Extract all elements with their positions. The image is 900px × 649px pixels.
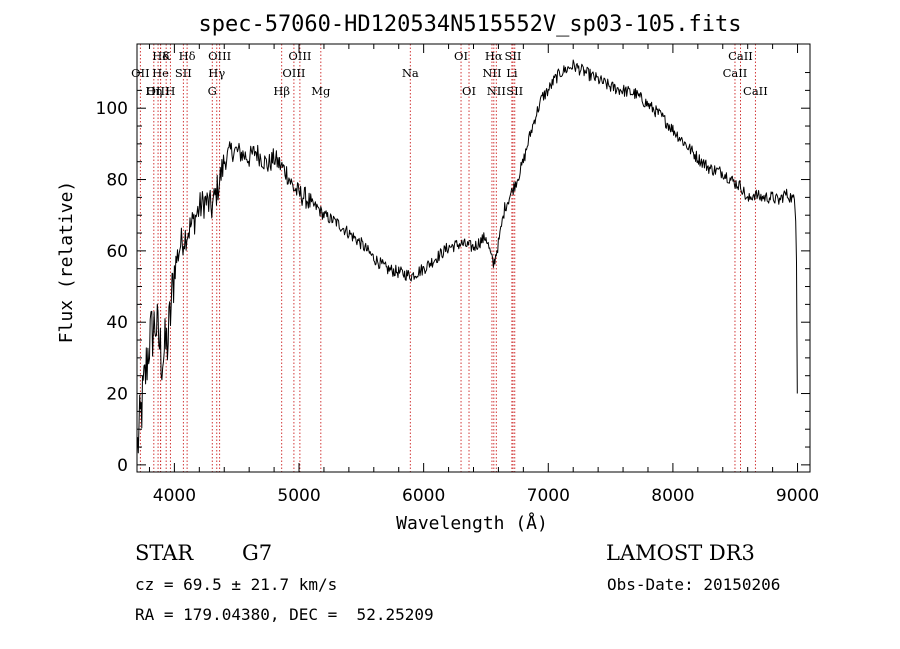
object-subclass: G7	[242, 541, 272, 565]
spectral-line-label: OI	[462, 84, 476, 98]
x-tick-label: 5000	[277, 486, 320, 506]
spectral-line-label: Mg	[311, 84, 331, 98]
x-tick-label: 9000	[776, 486, 819, 506]
y-axis-label: Flux (relative)	[56, 181, 77, 344]
spectral-line-label: OIII	[288, 49, 311, 63]
spectral-line-label: CaII	[723, 66, 748, 80]
spectral-line-label: SII	[506, 84, 523, 98]
spectral-line-label: Hβ	[273, 84, 290, 98]
spectral-line-label: OIII	[282, 66, 305, 80]
coordinates: RA = 179.04380, DEC = 52.25209	[135, 605, 434, 624]
spectral-line-label: SII	[175, 66, 192, 80]
y-tick-label: 60	[106, 242, 128, 262]
x-axis-ticks: 4000 5000 6000 7000 8000 9000	[148, 44, 819, 506]
y-tick-label: 80	[106, 171, 128, 191]
plot-frame	[136, 43, 811, 473]
spectral-line-label: OIII	[208, 49, 231, 63]
spectral-line-markers	[139, 44, 756, 472]
spectrum-series-line	[137, 59, 798, 454]
spectral-line-label: SII	[505, 49, 522, 63]
observation-date: Obs-Date: 20150206	[607, 575, 780, 594]
y-axis-ticks: 0 20 40 60 80 100	[96, 72, 810, 476]
y-tick-label: 100	[96, 99, 128, 119]
x-tick-label: 6000	[402, 486, 445, 506]
spectral-line-label: CaII	[743, 84, 768, 98]
y-tick-label: 20	[106, 385, 128, 405]
spectral-line-label: OIII	[147, 84, 170, 98]
redshift-cz: cz = 69.5 ± 21.7 km/s	[135, 575, 337, 594]
x-tick-label: 4000	[153, 486, 196, 506]
spectral-line-label: Na	[402, 66, 419, 80]
spectral-line-label: Hδ	[179, 49, 196, 63]
spectral-line-label: Li	[506, 66, 518, 80]
x-tick-label: 7000	[527, 486, 570, 506]
x-axis-label: Wavelength (Å)	[396, 512, 548, 534]
spectral-line-label: NII	[487, 84, 506, 98]
object-class: STAR	[135, 541, 194, 565]
spectral-line-label: Hα	[485, 49, 503, 63]
spectral-line-label: NII	[482, 66, 501, 80]
y-tick-label: 0	[117, 456, 128, 476]
x-tick-label: 8000	[651, 486, 694, 506]
spectral-line-label: H	[165, 84, 175, 98]
survey-name: LAMOST DR3	[606, 541, 755, 565]
chart-title: spec-57060-HD120534N515552V_sp03-105.fit…	[198, 12, 741, 37]
spectral-line-label: Hγ	[208, 66, 225, 80]
spectral-line-label: He	[152, 66, 169, 80]
spectral-line-label: OI	[454, 49, 468, 63]
spectral-line-label: CaII	[728, 49, 753, 63]
spectral-line-label: Hδ	[152, 49, 169, 63]
spectral-line-label: G	[208, 84, 217, 98]
spectral-line-label: K	[162, 49, 171, 63]
spectral-line-label: Hη	[145, 84, 162, 98]
y-tick-label: 40	[106, 313, 128, 333]
